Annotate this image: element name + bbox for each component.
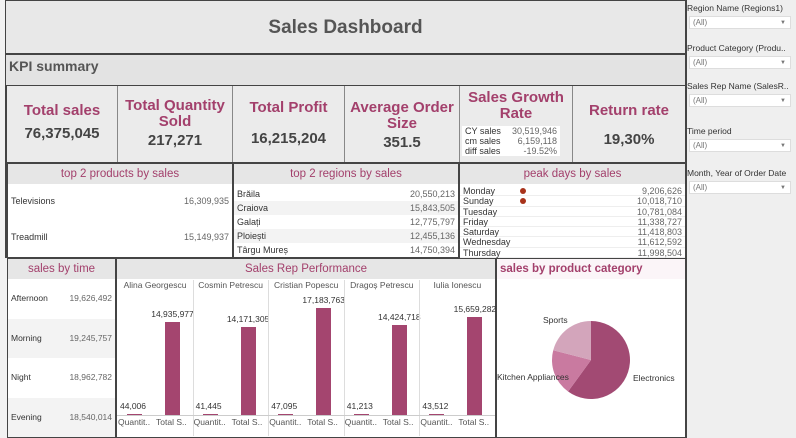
region-row: Craiova 15,843,505	[234, 201, 458, 215]
measure-label: Quantit..	[420, 417, 453, 427]
bar-data-label: 15,659,282	[453, 304, 497, 315]
bar-data-label: 41,213	[346, 401, 373, 411]
peak-day-row: Thursday 11,998,504	[460, 248, 685, 259]
filter-label: Time period	[687, 126, 732, 136]
filter-dropdown[interactable]: (All) ▼	[689, 139, 791, 152]
filter-label: Region Name (Regions1)	[687, 3, 783, 13]
kpi-total-quantity: Total Quantity Sold 217,271	[118, 86, 233, 163]
peak-day-row: Saturday 11,418,803	[460, 227, 685, 238]
filter-dropdown[interactable]: (All) ▼	[689, 56, 791, 69]
filter-sidebar	[686, 0, 796, 438]
pie-slice-kitchen-appliances[interactable]	[552, 350, 591, 392]
time-row: Evening 18,540,014	[8, 397, 115, 437]
chevron-down-icon: ▼	[780, 143, 786, 149]
quantity-bar[interactable]	[278, 414, 294, 415]
peak-day-row: Sunday 10,018,710	[460, 196, 685, 207]
measure-label: Quantit..	[269, 417, 302, 427]
chevron-down-icon: ▼	[780, 60, 786, 66]
filter-dropdown[interactable]: (All) ▼	[689, 181, 791, 194]
measure-label: Total S..	[156, 417, 187, 427]
bar-data-label: 14,171,305	[226, 313, 270, 324]
filter-label: Sales Rep Name (SalesR..	[687, 81, 789, 91]
time-row: Morning 19,245,757	[8, 318, 115, 358]
kpi-total-sales: Total sales 76,375,045	[7, 86, 118, 163]
kpi-section-header: KPI summary	[5, 54, 686, 86]
region-row: Galați 12,775,797	[234, 215, 458, 229]
indicator-dot-icon	[520, 188, 526, 194]
filter-dropdown[interactable]: (All) ▼	[689, 94, 791, 107]
peak-day-row: Monday 9,206,626	[460, 186, 685, 197]
pie-label: Kitchen Appliances	[497, 372, 569, 382]
kpi-average-order-size: Average Order Size 351.5	[345, 86, 460, 163]
kpi-sales-growth-rate: Sales Growth Rate CY sales 30,519,946 cm …	[460, 86, 573, 163]
kpi-return-rate: Return rate 19,30%	[573, 86, 686, 163]
rep-name-label: Dragoș Petrescu	[350, 280, 414, 290]
quantity-bar[interactable]	[429, 414, 445, 415]
rep-name-label: Cristian Popescu	[274, 280, 339, 290]
peak-days-panel: peak days by sales Monday 9,206,626 Sunday…	[459, 163, 686, 259]
top-products-panel: top 2 products by sales Televisions 16,30…	[7, 163, 233, 258]
measure-label: Quantit..	[344, 417, 377, 427]
quantity-bar[interactable]	[353, 414, 369, 415]
total-sales-bar[interactable]	[165, 321, 180, 415]
divider	[192, 280, 194, 436]
pie-label: Sports	[543, 315, 568, 325]
sales-by-time-panel: sales by time Afternoon 19,626,492 Morning…	[7, 258, 116, 438]
peak-day-row: Tuesday 10,781,084	[460, 207, 685, 217]
measure-label: Total S..	[231, 417, 263, 427]
region-row: Târgu Mureș 14,750,394	[234, 243, 458, 257]
pie-slice-sports[interactable]	[553, 321, 591, 360]
region-row: Brăila 20,550,213	[234, 187, 458, 201]
region-row: Ploiești 12,455,136	[234, 229, 458, 243]
pie-label: Electronics	[633, 373, 675, 383]
measure-label: Total S..	[382, 417, 414, 427]
divider	[343, 280, 345, 436]
page-title: Sales Dashboard	[268, 17, 423, 38]
pie-chart: Electronics Kitchen Appliances Sports	[497, 315, 675, 399]
kpi-total-profit: Total Profit 16,215,204	[233, 86, 345, 163]
chevron-down-icon: ▼	[780, 185, 786, 191]
bar-data-label: 47,095	[271, 401, 298, 411]
quantity-bar[interactable]	[202, 414, 218, 415]
kpi-section-title: KPI summary	[9, 58, 99, 74]
measure-label: Total S..	[307, 417, 338, 427]
divider	[419, 280, 421, 436]
peak-day-row: Friday 11,338,727	[460, 217, 685, 228]
divider	[268, 280, 270, 436]
sales-by-category-panel: sales by product category Electronics Kit…	[496, 258, 686, 438]
pie-slice-electronics[interactable]	[568, 321, 630, 399]
quantity-bar[interactable]	[127, 414, 142, 415]
bar-data-label: 17,183,763	[302, 295, 345, 305]
total-sales-bar[interactable]	[467, 317, 483, 415]
bar-data-label: 43,512	[422, 401, 449, 411]
rep-name-label: Cosmin Petrescu	[198, 280, 263, 290]
total-sales-bar[interactable]	[240, 326, 256, 415]
measure-label: Quantit..	[193, 417, 226, 427]
axis-line	[117, 415, 495, 416]
rep-name-label: Iulia Ionescu	[433, 280, 482, 290]
total-sales-bar[interactable]	[316, 308, 332, 415]
chevron-down-icon: ▼	[780, 20, 786, 26]
total-sales-bar[interactable]	[391, 325, 407, 415]
rep-name-label: Alina Georgescu	[123, 280, 187, 290]
title-bar: Sales Dashboard	[5, 0, 686, 54]
filter-label: Month, Year of Order Date	[687, 168, 787, 178]
indicator-dot-icon	[520, 198, 526, 205]
measure-label: Quantit..	[118, 417, 151, 427]
top-regions-panel: top 2 regions by sales Brăila 20,550,213 C…	[233, 163, 459, 258]
bar-data-label: 41,445	[195, 401, 222, 411]
time-row: Night 18,962,782	[8, 358, 115, 398]
filter-label: Product Category (Produ..	[687, 43, 786, 53]
time-row: Afternoon 19,626,492	[8, 279, 115, 319]
peak-day-row: Wednesday 11,612,592	[460, 237, 685, 248]
bar-data-label: 14,424,718	[378, 312, 421, 323]
bar-data-label: 44,006	[120, 401, 146, 411]
filter-dropdown[interactable]: (All) ▼	[689, 16, 791, 29]
growth-table: CY sales 30,519,946 cm sales 6,159,118 dif…	[462, 126, 560, 156]
measure-label: Total S..	[458, 417, 490, 427]
chevron-down-icon: ▼	[780, 98, 786, 104]
bar-data-label: 14,935,977	[151, 308, 194, 319]
